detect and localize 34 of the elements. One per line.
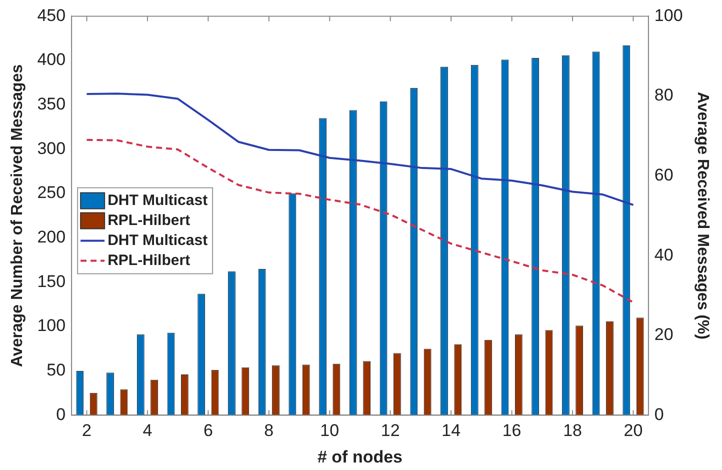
y-tick-label: 300 — [37, 138, 66, 158]
y-tick-label: 50 — [46, 360, 66, 380]
legend-label: RPL-Hilbert — [108, 212, 190, 229]
x-tick-label: 8 — [264, 421, 274, 440]
legend-label: RPL-Hilbert — [108, 252, 190, 269]
x-tick-label: 20 — [624, 421, 643, 440]
y-tick-label: 250 — [37, 183, 66, 202]
x-tick-label: 2 — [82, 421, 92, 440]
y2-tick-label: 20 — [654, 325, 674, 344]
line-series — [86, 138, 634, 304]
y-tick-label: 150 — [37, 272, 66, 291]
x-tick-label: 6 — [203, 421, 213, 440]
legend-label: DHT Multicast — [108, 232, 208, 249]
y2-tick-label: 40 — [654, 245, 674, 264]
x-tick-label: 16 — [502, 421, 522, 440]
y-axis-title: Average Number of Received Messages — [9, 64, 26, 368]
legend-label: DHT Multicast — [108, 192, 208, 209]
x-tick-label: 10 — [320, 421, 340, 440]
x-axis-title: # of nodes — [317, 447, 403, 466]
y2-tick-label: 60 — [654, 165, 674, 184]
y2-axis-title: Average Received Messages (%) — [694, 92, 711, 340]
y-tick-label: 100 — [37, 316, 66, 336]
y2-tick-label: 100 — [654, 6, 683, 25]
y2-tick-label: 80 — [654, 86, 674, 105]
x-tick-label: 12 — [380, 421, 400, 440]
y-tick-label: 350 — [37, 94, 66, 114]
x-tick-label: 4 — [142, 421, 152, 440]
y2-tick-label: 0 — [654, 404, 664, 424]
x-tick-label: 14 — [442, 421, 461, 440]
y-tick-label: 200 — [37, 228, 66, 247]
y-tick-label: 450 — [37, 6, 66, 25]
x-tick-label: 18 — [563, 421, 582, 440]
y-tick-label: 400 — [37, 50, 66, 70]
y-tick-label: 0 — [56, 404, 66, 424]
